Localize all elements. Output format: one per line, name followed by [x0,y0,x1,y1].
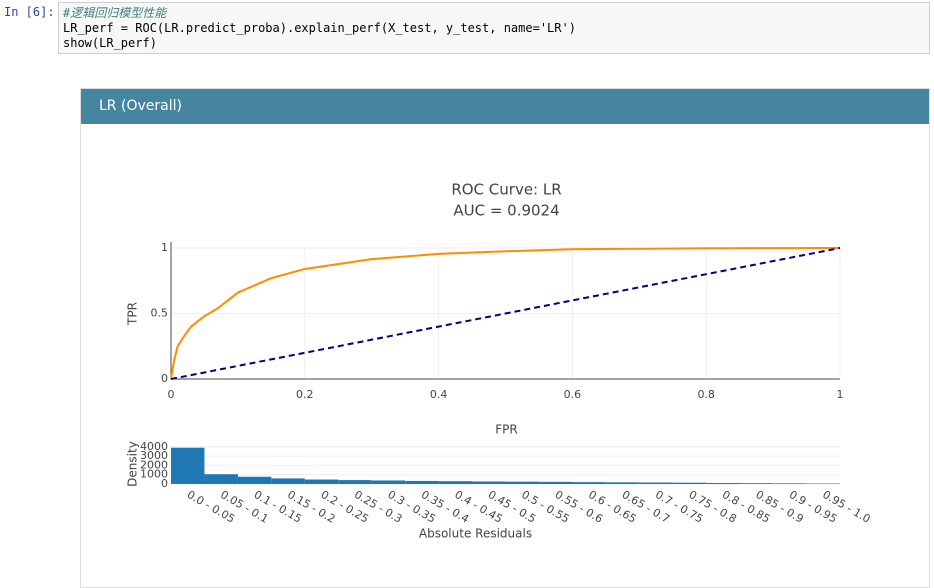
bar [606,482,639,484]
bar [506,482,539,484]
x-tick-label: 0 [168,388,175,401]
bar [439,481,472,484]
y-tick-label: 0.5 [151,307,169,320]
x-tick-label: 0.4 [430,388,448,401]
y-tick-label: 0 [161,372,168,385]
bar [171,448,204,484]
x-tick-label: 0.6 [564,388,582,401]
bar [539,482,572,484]
bar [338,480,371,484]
y-axis-label: Density [126,441,140,487]
bar [305,480,338,484]
bar [372,480,405,484]
bar [271,478,304,484]
bar [405,481,438,484]
bar [572,482,605,484]
y-tick-label: 1 [161,241,168,254]
bar [673,483,706,484]
chart-subtitle: AUC = 0.9024 [453,202,559,220]
bar [204,474,237,484]
y-tick-label: 4000 [140,440,168,453]
bar [238,477,271,484]
x-axis-label: Absolute Residuals [419,527,532,541]
bar [773,483,806,484]
bar [472,481,505,484]
x-tick-label: 1 [837,388,844,401]
y-axis-label: TPR [126,302,140,326]
x-tick-label: 0.8 [697,388,715,401]
bar [740,483,773,484]
bar [706,483,739,484]
x-axis-label: FPR [495,423,517,437]
x-tick-label: 0.2 [296,388,314,401]
bar [639,483,672,484]
chart-title: ROC Curve: LR [451,181,561,199]
